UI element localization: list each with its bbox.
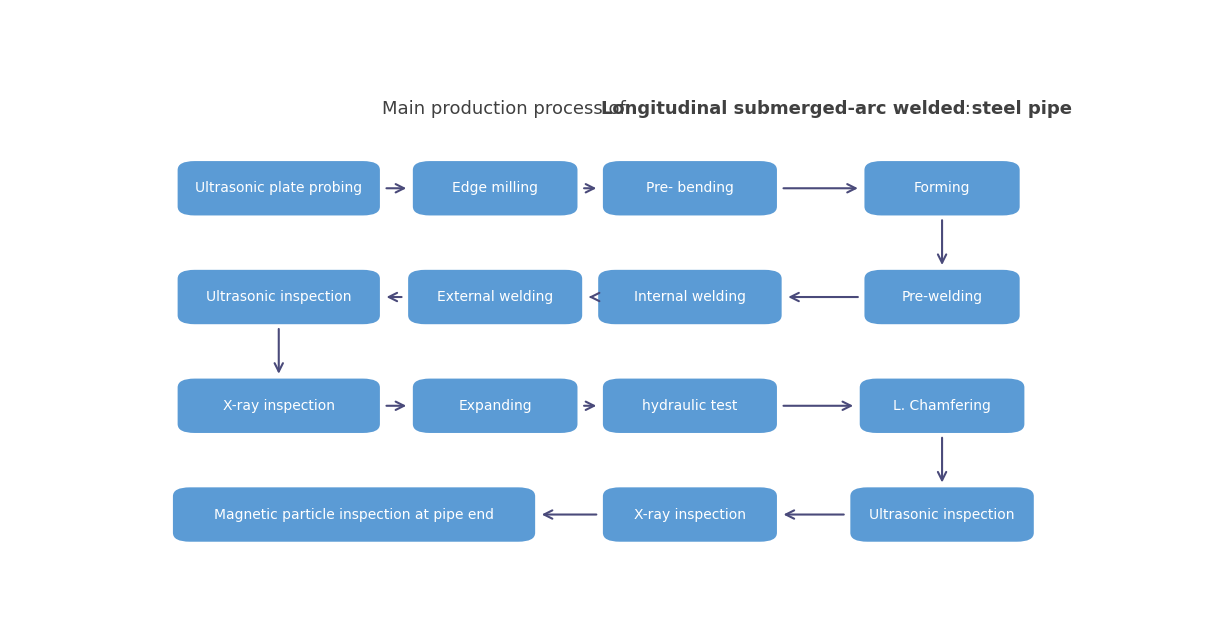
Text: hydraulic test: hydraulic test xyxy=(642,399,738,413)
FancyBboxPatch shape xyxy=(177,270,380,324)
FancyBboxPatch shape xyxy=(850,487,1034,542)
Text: Main production process of: Main production process of xyxy=(382,100,631,118)
Text: Pre-welding: Pre-welding xyxy=(902,290,982,304)
Text: Edge milling: Edge milling xyxy=(452,181,538,195)
FancyBboxPatch shape xyxy=(413,161,578,216)
FancyBboxPatch shape xyxy=(864,161,1020,216)
Text: X-ray inspection: X-ray inspection xyxy=(222,399,335,413)
FancyBboxPatch shape xyxy=(599,270,782,324)
FancyBboxPatch shape xyxy=(860,379,1025,433)
Text: Internal welding: Internal welding xyxy=(634,290,745,304)
Text: :: : xyxy=(959,100,971,118)
Text: X-ray inspection: X-ray inspection xyxy=(634,508,745,521)
FancyBboxPatch shape xyxy=(603,379,777,433)
Text: Pre- bending: Pre- bending xyxy=(646,181,733,195)
FancyBboxPatch shape xyxy=(172,487,535,542)
FancyBboxPatch shape xyxy=(177,379,380,433)
FancyBboxPatch shape xyxy=(413,379,578,433)
Text: Expanding: Expanding xyxy=(459,399,532,413)
FancyBboxPatch shape xyxy=(408,270,583,324)
Text: Forming: Forming xyxy=(914,181,970,195)
Text: Ultrasonic inspection: Ultrasonic inspection xyxy=(206,290,352,304)
Text: Longitudinal submerged-arc welded steel pipe: Longitudinal submerged-arc welded steel … xyxy=(601,100,1072,118)
Text: L. Chamfering: L. Chamfering xyxy=(894,399,991,413)
Text: Ultrasonic inspection: Ultrasonic inspection xyxy=(869,508,1015,521)
FancyBboxPatch shape xyxy=(864,270,1020,324)
Text: Ultrasonic plate probing: Ultrasonic plate probing xyxy=(195,181,362,195)
FancyBboxPatch shape xyxy=(177,161,380,216)
Text: Magnetic particle inspection at pipe end: Magnetic particle inspection at pipe end xyxy=(214,508,494,521)
FancyBboxPatch shape xyxy=(603,487,777,542)
Text: External welding: External welding xyxy=(437,290,554,304)
FancyBboxPatch shape xyxy=(603,161,777,216)
